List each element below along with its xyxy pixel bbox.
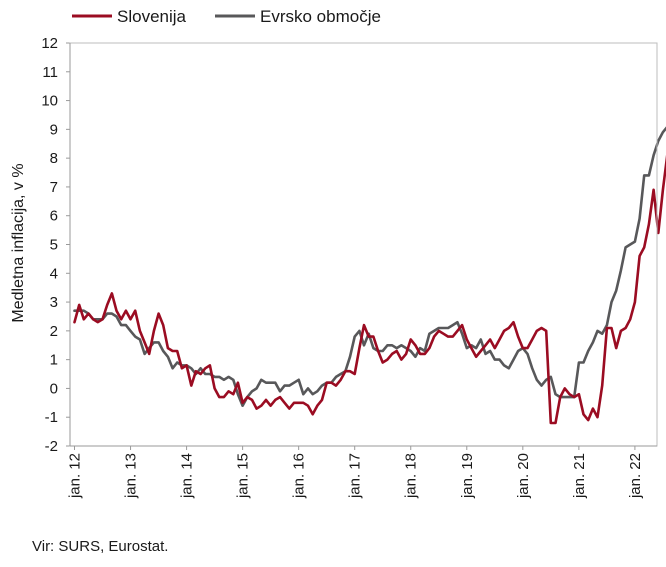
x-tick-label: jan. 15 [235,453,252,499]
y-tick-label: 0 [50,380,58,397]
series-line-slovenija [73,154,666,425]
legend: Slovenija Evrsko območje [72,7,381,26]
x-tick-label: jan. 22 [627,453,644,499]
y-tick-label: 7 [50,179,58,196]
y-tick-label: 11 [42,64,58,81]
y-tick-label: 8 [50,150,58,167]
y-tick-label: 10 [41,93,58,110]
y-tick-label: 5 [50,237,58,254]
x-tick-label: jan. 19 [459,453,476,499]
y-tick-label: 1 [50,352,58,369]
source-note: Vir: SURS, Eurostat. [32,538,169,555]
y-tick-label: 12 [41,35,58,52]
x-tick-label: jan. 14 [179,453,196,499]
y-tick-label: 6 [50,208,58,225]
y-tick-label: -1 [45,409,58,426]
legend-label-slovenija: Slovenija [117,7,187,26]
y-tick-label: 3 [50,294,58,311]
series-layer [73,126,666,425]
legend-label-evrsko-obmocje: Evrsko območje [260,7,381,26]
x-tick-label: jan. 12 [67,453,84,499]
y-tick-label: 4 [50,265,58,282]
x-tick-label: jan. 21 [571,453,588,499]
y-axis-title: Medletna inflacija, v % [10,163,27,322]
x-tick-label: jan. 18 [403,453,420,499]
x-axis: jan. 12 jan. 13 jan. 14 jan. 15 jan. 16 jan. … [67,446,644,499]
series-line-evrsko-obmocje [73,126,666,408]
plot-frame [69,42,658,447]
x-tick-label: jan. 17 [347,453,364,499]
y-tick-label: -2 [45,438,58,455]
plot-border [69,42,658,447]
y-tick-label: 9 [50,121,58,138]
y-tick-label: 2 [50,323,58,340]
x-tick-label: jan. 13 [123,453,140,499]
x-tick-label: jan. 20 [515,453,532,499]
x-tick-label: jan. 16 [291,453,308,499]
